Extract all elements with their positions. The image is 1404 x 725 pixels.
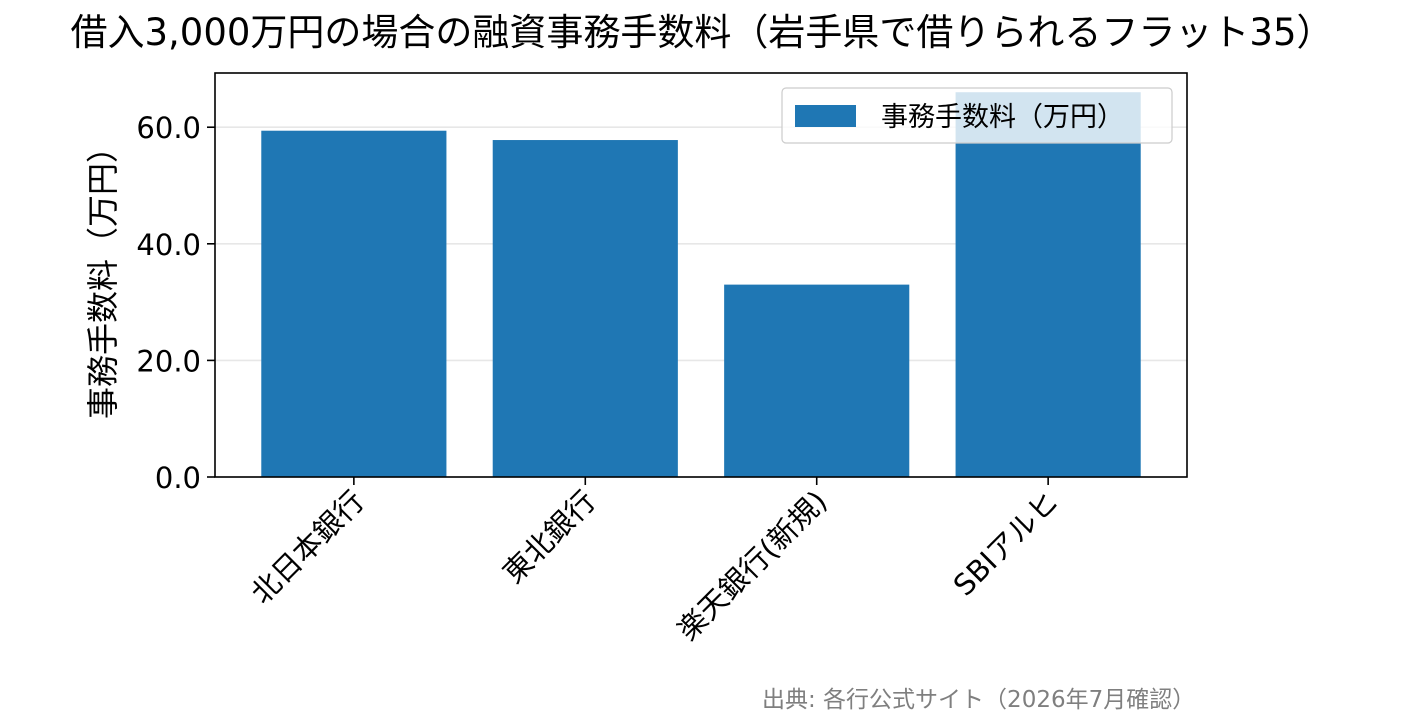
bar xyxy=(724,284,910,477)
bar xyxy=(955,92,1141,477)
source-note: 出典: 各行公式サイト（2026年7月確認） xyxy=(762,687,1196,713)
x-axis: 北日本銀行 東北銀行 楽天銀行(新規) SBIアルヒ xyxy=(244,477,1065,647)
y-axis: 0.0 20.0 40.0 60.0 xyxy=(136,111,215,495)
legend-box xyxy=(781,87,1173,144)
bar-series xyxy=(261,92,1141,477)
x-tick-label: 東北銀行 xyxy=(496,484,602,590)
y-tick-label: 0.0 xyxy=(155,461,201,495)
bar xyxy=(492,140,678,477)
x-tick-label: 北日本銀行 xyxy=(244,484,371,611)
legend-label: 事務手数料（万円） xyxy=(881,102,1124,133)
chart-title: 借入3,000万円の場合の融資事務手数料（岩手県で借りられるフラット35） xyxy=(70,11,1334,54)
legend-swatch xyxy=(795,105,856,127)
x-tick-label: 楽天銀行(新規) xyxy=(671,484,834,647)
x-tick-label: SBIアルヒ xyxy=(947,484,1065,602)
legend[interactable]: 事務手数料（万円） xyxy=(781,87,1173,144)
y-tick-label: 20.0 xyxy=(136,344,201,378)
bar xyxy=(261,130,447,477)
y-axis-label: 事務手数料（万円） xyxy=(84,131,122,419)
plot-frame xyxy=(214,72,1188,478)
y-tick-label: 60.0 xyxy=(136,111,201,145)
y-tick-label: 40.0 xyxy=(136,228,201,262)
